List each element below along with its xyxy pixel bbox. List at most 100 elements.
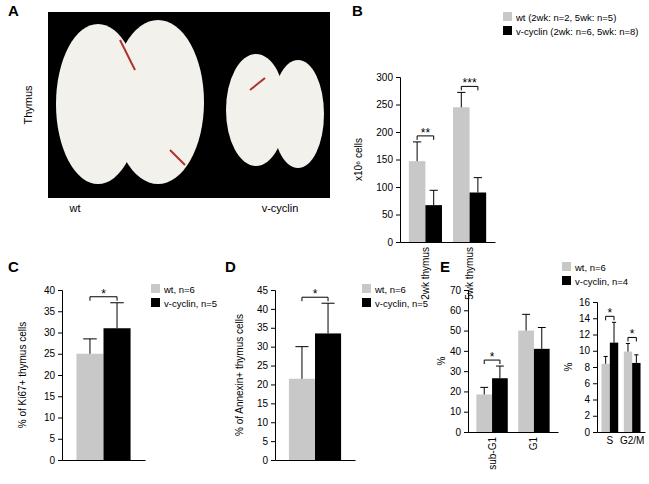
y-tick-mark — [396, 160, 400, 161]
y-tick: 0 — [584, 427, 597, 438]
y-tick: 0 — [387, 237, 400, 248]
legend-label: wt, n=6 — [374, 284, 406, 295]
x-tick-label: sub-G1 — [487, 437, 498, 470]
y-tick-mark — [58, 460, 62, 461]
plot-area — [76, 303, 130, 460]
error-stem — [605, 356, 606, 363]
y-tick-label: 70 — [450, 285, 462, 296]
error-cap — [413, 141, 421, 142]
legend-swatch — [151, 284, 160, 293]
y-tick-label: 4 — [584, 394, 590, 405]
y-tick: 40 — [44, 285, 62, 296]
y-tick-label: 20 — [44, 370, 56, 381]
legend-swatch — [151, 298, 160, 307]
thymus-lobe — [112, 20, 204, 184]
y-tick-mark — [464, 371, 468, 372]
y-tick-mark — [58, 354, 62, 355]
error-stem — [636, 355, 637, 363]
y-tick-mark — [271, 290, 275, 291]
y-axis-title: % — [563, 362, 574, 371]
y-tick-mark — [593, 383, 597, 384]
legend-label: v-cyclin, n=5 — [164, 298, 217, 309]
error-stem — [117, 303, 118, 329]
legend-swatch — [562, 262, 571, 271]
y-axis: 0246810121416 — [579, 297, 598, 438]
error-cap — [457, 92, 465, 93]
legend-label: wt, n=6 — [574, 262, 606, 273]
y-tick-label: 150 — [376, 154, 393, 165]
y-tick: 50 — [450, 325, 468, 336]
bar — [104, 328, 131, 460]
y-tick: 30 — [257, 341, 275, 352]
error-bar — [322, 303, 335, 333]
y-tick-label: 35 — [44, 306, 56, 317]
error-bar — [522, 314, 530, 330]
error-bar — [83, 339, 97, 354]
y-tick-label: 2 — [584, 410, 590, 421]
y-axis-line — [464, 291, 469, 433]
y-tick-label: 45 — [257, 285, 269, 296]
bar — [470, 193, 487, 243]
error-cap — [83, 338, 97, 339]
y-tick: 0 — [455, 427, 468, 438]
legend-label: v-cyclin, n=4 — [575, 276, 628, 287]
error-stem — [526, 314, 527, 330]
y-tick-mark — [396, 242, 400, 243]
y-tick: 25 — [257, 360, 275, 371]
y-axis: 050100150200250300 — [376, 72, 400, 248]
x-axis: sub-G1G1 — [469, 433, 559, 470]
blood-streak — [120, 40, 135, 70]
y-tick-mark — [464, 432, 468, 433]
error-stem — [301, 347, 302, 379]
y-tick: 20 — [257, 379, 275, 390]
bar — [518, 331, 534, 432]
y-tick-label: 15 — [44, 391, 56, 402]
y-tick-mark — [271, 403, 275, 404]
y-axis-title: % — [436, 356, 447, 365]
legend-label: wt (2wk: n=2, 5wk: n=5) — [515, 12, 616, 23]
y-tick-label: 40 — [450, 346, 462, 357]
y-axis-title: x10⁶ cells — [353, 138, 364, 181]
y-tick-label: 12 — [579, 329, 591, 340]
panel-letter: C — [8, 258, 19, 275]
series — [476, 314, 534, 432]
error-cap — [110, 302, 124, 303]
y-axis: 051015202530354045 — [257, 285, 276, 466]
y-tick-label: 25 — [257, 360, 269, 371]
y-tick-mark — [396, 187, 400, 188]
y-tick-label: 30 — [450, 366, 462, 377]
legend: wt, n=6 v-cyclin, n=5 — [151, 284, 217, 309]
y-tick-mark — [271, 384, 275, 385]
bar — [624, 352, 632, 432]
significance-label: * — [101, 287, 106, 301]
bar — [601, 364, 609, 432]
y-axis: 0510152025303540 — [44, 285, 63, 466]
y-tick-mark — [58, 375, 62, 376]
y-tick: 70 — [450, 285, 468, 296]
y-axis-line — [593, 303, 598, 433]
y-tick-mark — [464, 412, 468, 413]
y-tick-mark — [593, 318, 597, 319]
y-tick: 12 — [579, 329, 597, 340]
error-stem — [417, 142, 418, 161]
panel-letter: B — [352, 2, 363, 19]
legend-swatch — [362, 284, 371, 293]
y-tick-label: 0 — [387, 237, 393, 248]
error-bar — [474, 178, 482, 193]
plot-area — [289, 303, 341, 460]
y-tick: 30 — [44, 327, 62, 338]
y-tick: 30 — [450, 366, 468, 377]
x-axis-line — [276, 460, 356, 461]
error-bar — [457, 92, 465, 107]
legend-label: wt, n=6 — [163, 284, 195, 295]
x-axis-line — [401, 242, 496, 243]
bar-chart: 0246810121416SG2/M**%wt, n=6v-cyclin, n=… — [562, 262, 646, 447]
error-cap — [522, 314, 530, 315]
error-bar — [110, 303, 124, 329]
image-label: v-cyclin — [262, 202, 299, 214]
bar — [453, 107, 470, 242]
figure: AThymuswtv-cyclin0501001502002503002wk t… — [0, 0, 649, 484]
error-cap — [538, 327, 546, 328]
error-bar — [634, 355, 638, 363]
bar — [409, 161, 426, 242]
